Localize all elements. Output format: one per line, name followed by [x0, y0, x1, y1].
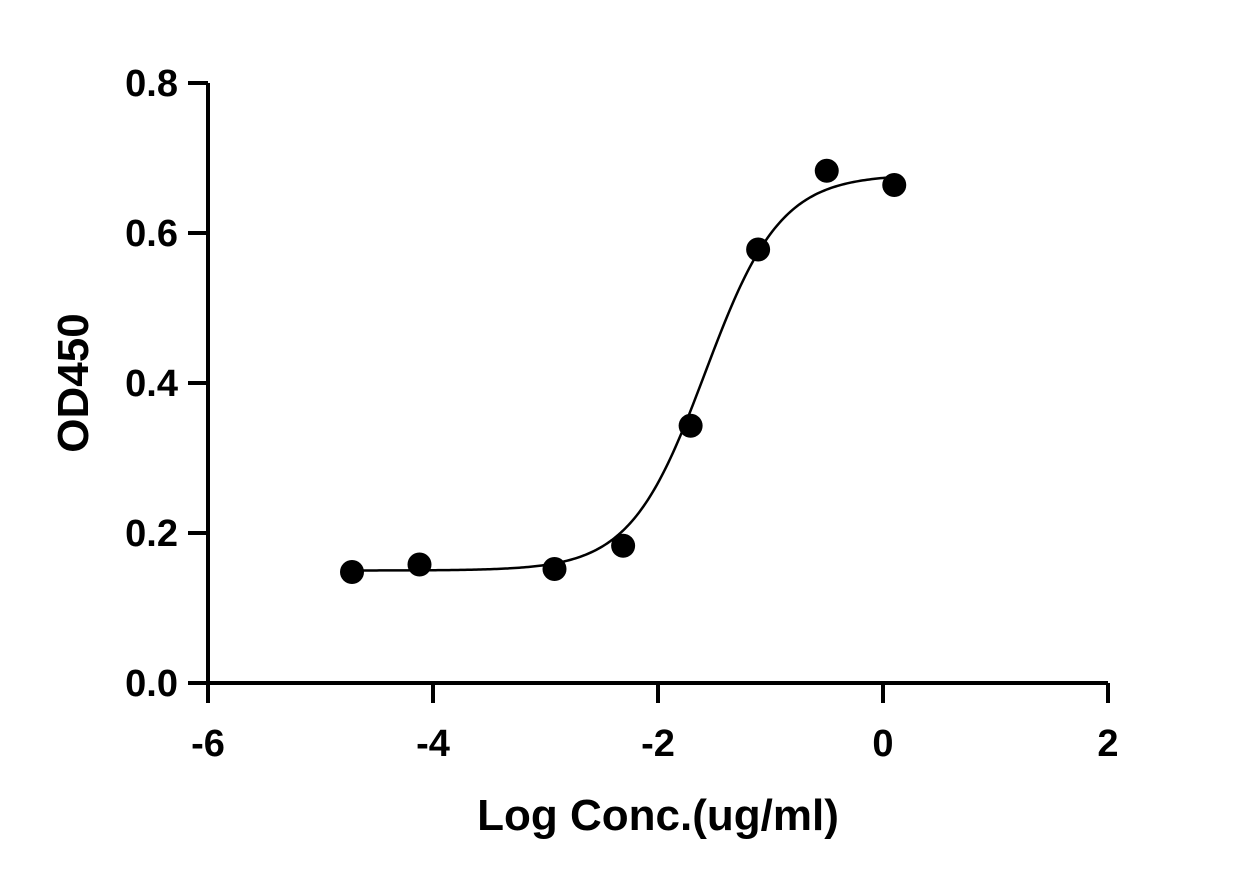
y-tick-label: 0.8 [125, 63, 178, 105]
data-point [611, 533, 636, 558]
axes [206, 83, 1108, 685]
data-point [882, 173, 907, 197]
y-tick-label: 0.6 [125, 213, 178, 255]
data-point [340, 560, 364, 584]
data-point [678, 413, 703, 438]
data-point [814, 158, 839, 183]
x-tick-label: -6 [191, 723, 225, 765]
fit-curve [352, 175, 895, 572]
x-axis-title: Log Conc.(ug/ml) [477, 791, 839, 840]
y-tick-label: 0.4 [125, 363, 178, 405]
data-point [542, 557, 567, 581]
data-point [746, 237, 771, 262]
y-axis-ticks: 0.0 0.2 0.4 0.6 0.8 [125, 63, 208, 705]
x-tick-label: 2 [1097, 723, 1118, 765]
fit-curve-layer [352, 175, 895, 572]
x-tick-label: -4 [416, 723, 450, 765]
x-tick-label: 0 [872, 723, 893, 765]
x-tick-label: -2 [641, 723, 675, 765]
y-axis-title: OD450 [49, 313, 98, 452]
y-tick-label: 0.2 [125, 513, 178, 555]
data-point [407, 552, 432, 577]
data-points-layer [340, 158, 907, 584]
x-axis-ticks: -6 -4 -2 0 2 [191, 683, 1119, 765]
y-tick-label: 0.0 [125, 663, 178, 705]
